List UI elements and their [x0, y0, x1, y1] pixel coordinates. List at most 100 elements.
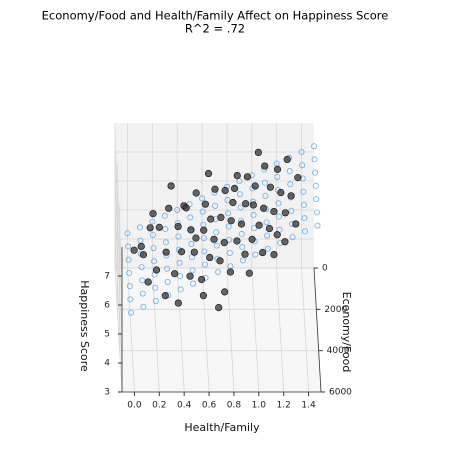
z-axis-label: Happiness Score — [78, 280, 91, 372]
data-point — [215, 304, 223, 312]
surface-marker — [300, 188, 307, 195]
data-point — [233, 172, 241, 180]
surface-marker — [126, 283, 133, 290]
data-point — [261, 162, 269, 170]
surface-marker — [199, 195, 206, 202]
grid-line — [301, 267, 309, 393]
surface-marker — [161, 212, 168, 219]
surface-marker — [140, 303, 147, 310]
surface-marker — [224, 197, 231, 204]
x-tick-label: 0.0 — [127, 401, 142, 411]
surface-marker — [310, 143, 317, 150]
data-point — [248, 235, 256, 243]
surface-marker — [301, 215, 308, 222]
surface-marker — [239, 257, 246, 264]
data-point — [211, 185, 219, 193]
surface-marker — [214, 268, 221, 275]
data-point — [167, 182, 175, 190]
data-point — [199, 292, 208, 300]
data-point — [155, 223, 163, 231]
data-point — [204, 169, 213, 178]
z-tick-label: 7 — [104, 272, 110, 282]
data-point — [130, 246, 138, 254]
surface-marker — [177, 273, 184, 280]
surface-marker — [201, 261, 208, 268]
surface-marker — [225, 210, 232, 217]
data-point — [221, 186, 229, 195]
surface-marker — [312, 169, 319, 176]
x-tick-label: 0.8 — [227, 401, 242, 411]
data-point — [245, 269, 253, 277]
data-point — [273, 165, 282, 173]
data-point — [217, 213, 225, 221]
surface-marker — [313, 196, 320, 203]
surface-marker — [238, 230, 245, 237]
surface-marker — [312, 182, 319, 189]
surface-marker — [164, 278, 171, 285]
grid-line — [151, 267, 160, 393]
data-point — [216, 257, 224, 265]
grid-line — [201, 267, 210, 393]
y-tick-label: 2000 — [324, 305, 347, 315]
data-point — [161, 292, 169, 300]
surface-marker — [274, 173, 281, 180]
surface-marker — [201, 248, 208, 255]
data-point — [249, 201, 257, 209]
surface-marker — [125, 256, 132, 263]
data-point — [277, 188, 285, 197]
surface-marker — [311, 156, 318, 163]
data-point — [229, 198, 237, 207]
data-point — [171, 270, 179, 278]
surface-marker — [262, 192, 269, 199]
y-axis-line — [313, 267, 322, 393]
grid-line — [114, 180, 123, 306]
data-point — [241, 250, 249, 258]
surface-marker — [237, 204, 244, 211]
surface-marker — [302, 228, 309, 235]
y-tick-label: 4000 — [327, 346, 350, 356]
surface-marker — [136, 224, 143, 231]
surface-marker — [288, 207, 295, 214]
y-axis-label: Economy/Food — [340, 292, 353, 373]
surface-marker — [199, 208, 206, 215]
data-point — [266, 183, 274, 191]
grid-line — [251, 267, 260, 393]
grid-line — [114, 267, 123, 393]
surface-marker — [236, 191, 243, 198]
z-tick-label: 4 — [104, 359, 110, 369]
data-point — [144, 278, 152, 286]
surface-marker — [226, 249, 233, 256]
surface-marker — [124, 230, 131, 237]
z-tick-label: 3 — [104, 388, 110, 398]
chart-title: Economy/Food and Health/Family Affect on… — [42, 9, 389, 23]
data-point — [233, 237, 241, 245]
surface-marker — [151, 258, 158, 265]
surface-marker — [264, 245, 271, 252]
data-point — [237, 220, 246, 228]
surface-marker — [126, 269, 133, 276]
data-point — [260, 204, 268, 212]
data-point — [270, 251, 278, 259]
surface-marker — [176, 259, 183, 266]
surface-marker — [200, 235, 207, 242]
surface-marker — [164, 265, 171, 272]
surface-marker — [300, 201, 307, 208]
surface-marker — [250, 211, 257, 218]
surface-marker — [139, 290, 146, 297]
data-point — [265, 224, 274, 233]
surface-marker — [150, 245, 157, 252]
data-point — [182, 204, 190, 212]
data-point — [281, 209, 289, 217]
data-point — [227, 217, 235, 225]
surface-marker — [125, 243, 132, 250]
data-point — [210, 235, 218, 243]
data-point — [192, 189, 200, 197]
x-tick-label: 0.4 — [177, 401, 192, 411]
surface-marker — [162, 226, 169, 233]
surface-marker — [149, 218, 156, 225]
data-point — [177, 248, 186, 256]
surface-marker — [213, 242, 220, 249]
surface-marker — [213, 229, 220, 236]
